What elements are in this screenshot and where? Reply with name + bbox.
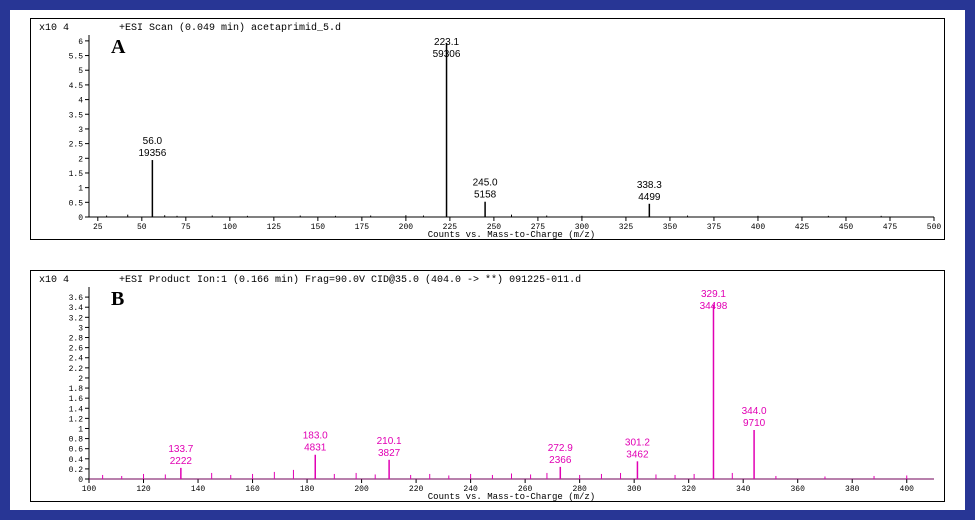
x-tick-label: 350 — [663, 223, 678, 232]
peak-count-label: 4499 — [638, 192, 661, 203]
peak-count-label: 3462 — [626, 449, 649, 460]
y-tick-label: 6 — [78, 38, 83, 47]
y-tick-label: 2.4 — [69, 355, 84, 364]
y-tick-label: 3.2 — [69, 314, 84, 323]
x-tick-label: 120 — [136, 485, 151, 494]
spectrum-svg: +ESI Product Ion:1 (0.166 min) Frag=90.0… — [31, 271, 944, 501]
y-tick-label: 1.5 — [69, 170, 84, 179]
peak-count-label: 34498 — [700, 301, 728, 312]
x-tick-label: 450 — [839, 223, 854, 232]
peak-mz-label: 301.2 — [625, 437, 650, 448]
peak-mz-label: 210.1 — [377, 436, 402, 447]
x-tick-label: 75 — [181, 223, 191, 232]
peak-mz-label: 56.0 — [143, 136, 163, 147]
x-tick-label: 25 — [93, 223, 103, 232]
figure-page: +ESI Scan (0.049 min) acetaprimid_5.d x10… — [0, 0, 975, 520]
y-tick-label: 3 — [78, 324, 83, 333]
x-tick-label: 475 — [883, 223, 898, 232]
peak-count-label: 2366 — [549, 455, 572, 466]
peak-mz-label: 338.3 — [637, 180, 662, 191]
x-tick-label: 100 — [82, 485, 97, 494]
peak-mz-label: 344.0 — [742, 406, 767, 417]
x-tick-label: 375 — [707, 223, 722, 232]
x-tick-label: 340 — [736, 485, 751, 494]
x-tick-label: 180 — [300, 485, 315, 494]
peak-mz-label: 223.1 — [434, 37, 459, 48]
scan-title: +ESI Scan (0.049 min) acetaprimid_5.d — [119, 22, 341, 34]
y-tick-label: 0.5 — [69, 199, 84, 208]
peak-mz-label: 133.7 — [168, 444, 193, 455]
x-tick-label: 220 — [409, 485, 424, 494]
x-tick-label: 320 — [681, 485, 696, 494]
x-axis-title: Counts vs. Mass-to-Charge (m/z) — [428, 492, 595, 501]
x-axis-title: Counts vs. Mass-to-Charge (m/z) — [428, 230, 595, 239]
x-tick-label: 400 — [900, 485, 915, 494]
y-exponent: x10 4 — [39, 23, 69, 34]
y-tick-label: 5 — [78, 67, 83, 76]
y-tick-label: 0 — [78, 214, 83, 223]
y-tick-label: 2 — [78, 375, 83, 384]
peak-count-label: 5158 — [474, 190, 497, 201]
x-tick-label: 50 — [137, 223, 147, 232]
y-tick-label: 2.8 — [69, 335, 84, 344]
x-tick-label: 150 — [311, 223, 326, 232]
y-tick-label: 1.4 — [69, 405, 84, 414]
x-tick-label: 360 — [791, 485, 806, 494]
y-tick-label: 1.2 — [69, 415, 84, 424]
y-tick-label: 3.5 — [69, 111, 84, 120]
y-tick-label: 1.8 — [69, 385, 84, 394]
panel-letter: B — [111, 288, 124, 310]
y-tick-label: 3.4 — [69, 304, 84, 313]
x-tick-label: 160 — [245, 485, 260, 494]
y-tick-label: 3.6 — [69, 294, 84, 303]
y-tick-label: 2.6 — [69, 345, 84, 354]
spectrum-panel-b: +ESI Product Ion:1 (0.166 min) Frag=90.0… — [30, 270, 945, 502]
x-tick-label: 425 — [795, 223, 810, 232]
y-tick-label: 5.5 — [69, 53, 84, 62]
y-tick-label: 0.6 — [69, 446, 84, 455]
x-tick-label: 380 — [845, 485, 860, 494]
y-tick-label: 4 — [78, 97, 83, 106]
peak-count-label: 4831 — [304, 443, 327, 454]
y-tick-label: 0 — [78, 476, 83, 485]
x-tick-label: 175 — [355, 223, 370, 232]
x-tick-label: 500 — [927, 223, 942, 232]
y-tick-label: 0.8 — [69, 436, 84, 445]
y-tick-label: 0.4 — [69, 456, 84, 465]
y-tick-label: 2.2 — [69, 365, 84, 374]
x-tick-label: 125 — [267, 223, 282, 232]
peak-mz-label: 272.9 — [548, 443, 573, 454]
x-tick-label: 300 — [627, 485, 642, 494]
x-tick-label: 325 — [619, 223, 634, 232]
peak-count-label: 59306 — [433, 49, 461, 60]
y-tick-label: 2 — [78, 155, 83, 164]
panel-letter: A — [111, 36, 126, 58]
x-tick-label: 200 — [354, 485, 369, 494]
peak-count-label: 3827 — [378, 448, 401, 459]
peak-count-label: 19356 — [138, 148, 166, 159]
peak-count-label: 9710 — [743, 418, 766, 429]
x-tick-label: 140 — [191, 485, 206, 494]
y-tick-label: 1 — [78, 185, 83, 194]
y-tick-label: 1 — [78, 425, 83, 434]
y-tick-label: 2.5 — [69, 141, 84, 150]
y-tick-label: 4.5 — [69, 82, 84, 91]
y-tick-label: 1.6 — [69, 395, 84, 404]
peak-count-label: 2222 — [170, 456, 193, 467]
spectrum-panel-a: +ESI Scan (0.049 min) acetaprimid_5.d x10… — [30, 18, 945, 240]
x-tick-label: 400 — [751, 223, 766, 232]
peak-mz-label: 329.1 — [701, 289, 726, 300]
x-tick-label: 200 — [399, 223, 414, 232]
y-tick-label: 0.2 — [69, 466, 84, 475]
y-exponent: x10 4 — [39, 275, 69, 286]
peak-mz-label: 245.0 — [473, 178, 498, 189]
y-tick-label: 3 — [78, 126, 83, 135]
scan-title: +ESI Product Ion:1 (0.166 min) Frag=90.0… — [119, 274, 581, 286]
spectrum-svg: +ESI Scan (0.049 min) acetaprimid_5.d x10… — [31, 19, 944, 239]
x-tick-label: 100 — [223, 223, 238, 232]
peak-mz-label: 183.0 — [303, 431, 328, 442]
